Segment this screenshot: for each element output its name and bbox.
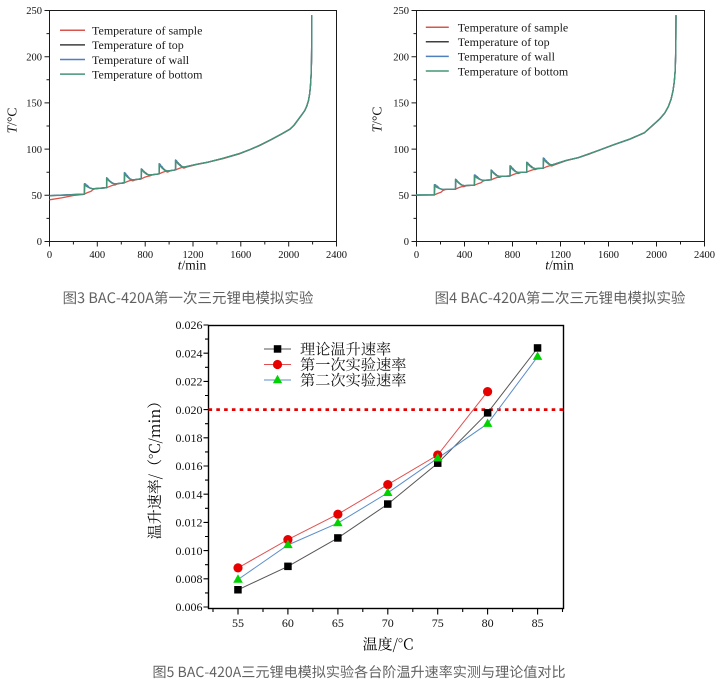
svg-text:150: 150: [393, 99, 409, 110]
svg-text:50: 50: [32, 191, 43, 202]
svg-text:0.022: 0.022: [176, 375, 203, 389]
svg-text:Temperature of bottom: Temperature of bottom: [92, 67, 203, 81]
svg-text:100: 100: [26, 145, 42, 156]
svg-text:70: 70: [382, 616, 394, 630]
svg-text:0: 0: [37, 237, 42, 248]
svg-text:Temperature of top: Temperature of top: [92, 38, 184, 52]
svg-text:0.010: 0.010: [176, 544, 203, 558]
svg-text:85: 85: [532, 616, 544, 630]
svg-text:400: 400: [89, 250, 105, 261]
svg-text:400: 400: [457, 250, 473, 261]
svg-text:80: 80: [482, 616, 494, 630]
svg-text:0.014: 0.014: [176, 487, 203, 501]
svg-text:0.006: 0.006: [176, 600, 203, 614]
svg-text:1200: 1200: [550, 250, 571, 261]
svg-text:800: 800: [137, 250, 153, 261]
svg-text:T/°C: T/°C: [370, 107, 385, 133]
svg-text:t/min: t/min: [545, 258, 574, 273]
svg-text:0.016: 0.016: [176, 459, 203, 473]
svg-text:75: 75: [432, 616, 444, 630]
svg-text:Temperature of sample: Temperature of sample: [92, 24, 202, 38]
svg-text:250: 250: [26, 6, 42, 17]
svg-text:t/min: t/min: [178, 258, 207, 273]
svg-text:2400: 2400: [326, 250, 347, 261]
svg-text:0.008: 0.008: [176, 572, 203, 586]
svg-text:1600: 1600: [598, 250, 619, 261]
svg-text:55: 55: [232, 616, 244, 630]
svg-text:Temperature of top: Temperature of top: [458, 35, 550, 49]
svg-text:Temperature of sample: Temperature of sample: [458, 21, 568, 35]
svg-text:1600: 1600: [230, 250, 251, 261]
svg-text:65: 65: [332, 616, 344, 630]
svg-text:200: 200: [393, 52, 409, 63]
svg-text:0: 0: [404, 237, 409, 248]
svg-text:0.012: 0.012: [176, 516, 203, 530]
svg-text:0.026: 0.026: [176, 318, 203, 332]
svg-text:Temperature of wall: Temperature of wall: [458, 50, 556, 64]
svg-text:2000: 2000: [646, 250, 667, 261]
svg-text:250: 250: [393, 6, 409, 17]
svg-text:0.020: 0.020: [176, 403, 203, 417]
svg-text:200: 200: [26, 52, 42, 63]
svg-text:150: 150: [26, 99, 42, 110]
svg-text:1200: 1200: [183, 250, 204, 261]
svg-text:2000: 2000: [278, 250, 299, 261]
svg-text:100: 100: [393, 145, 409, 156]
svg-text:800: 800: [505, 250, 521, 261]
svg-text:0: 0: [414, 250, 419, 261]
svg-text:Temperature of wall: Temperature of wall: [92, 53, 190, 67]
svg-text:2400: 2400: [694, 250, 715, 261]
svg-text:0: 0: [47, 250, 52, 261]
svg-text:Temperature of bottom: Temperature of bottom: [458, 64, 569, 78]
svg-text:T/°C: T/°C: [5, 108, 20, 134]
svg-text:50: 50: [399, 191, 410, 202]
svg-text:0.018: 0.018: [176, 431, 203, 445]
svg-text:60: 60: [282, 616, 294, 630]
svg-text:0.024: 0.024: [176, 346, 203, 360]
